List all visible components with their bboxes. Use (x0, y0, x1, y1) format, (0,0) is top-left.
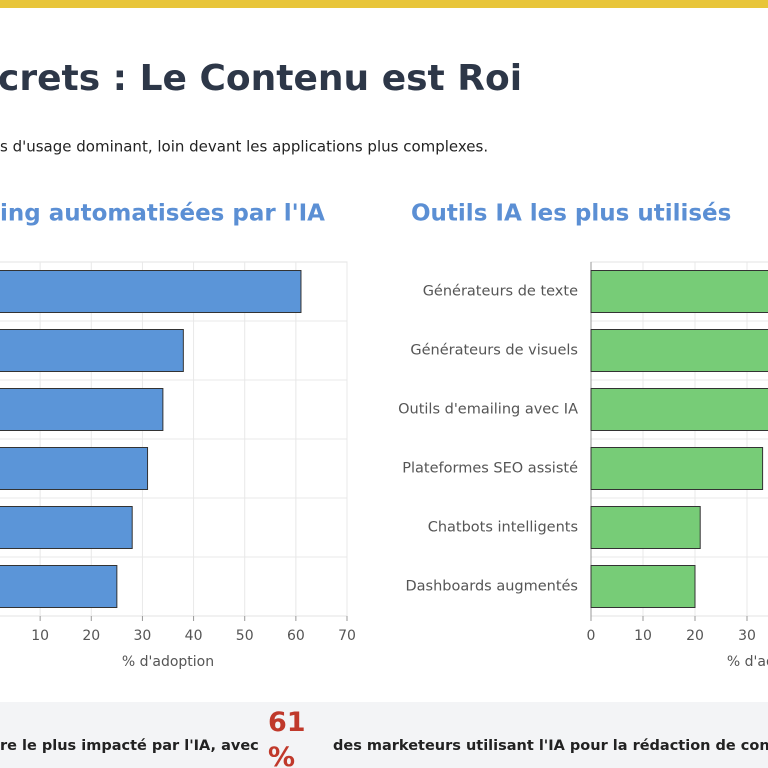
x-tick-label: 10 (634, 628, 652, 644)
x-tick-label: 0 (587, 628, 596, 644)
y-tick-label: Générateurs de texte (423, 284, 578, 300)
bar (590, 329, 768, 372)
bar (590, 270, 768, 313)
bar (0, 565, 118, 608)
y-tick-label: Plateformes SEO assisté (402, 461, 578, 477)
x-tick-label: 60 (287, 628, 305, 644)
x-tick-label: 50 (236, 628, 254, 644)
y-tick-label: Dashboards augmentés (405, 579, 578, 595)
chart-title: Outils IA les plus utilisés (411, 201, 731, 227)
bar (0, 388, 164, 431)
bar (0, 329, 184, 372)
y-tick-label: Générateurs de visuels (410, 343, 578, 359)
x-axis-label: % d'adoption (727, 654, 768, 670)
x-tick-label: 30 (134, 628, 152, 644)
chart-title: ing automatisées par l'IA (0, 201, 325, 227)
footer-band (0, 702, 768, 768)
footer-text: re le plus impacté par l'IA, avec (0, 738, 259, 754)
x-tick-label: 30 (738, 628, 756, 644)
y-tick-label: Outils d'emailing avec IA (398, 402, 578, 418)
bar (0, 506, 133, 549)
y-tick-label: Chatbots intelligents (428, 520, 578, 536)
x-axis-label: % d'adoption (122, 654, 214, 670)
bar (0, 447, 149, 490)
bar (590, 447, 764, 490)
bar (590, 506, 701, 549)
bar (590, 388, 768, 431)
top-band (0, 0, 768, 8)
x-tick-label: 10 (31, 628, 49, 644)
x-tick-label: 70 (338, 628, 356, 644)
x-tick-label: 20 (82, 628, 100, 644)
x-tick-label: 20 (686, 628, 704, 644)
bar (590, 565, 696, 608)
subtitle: s d'usage dominant, loin devant les appl… (0, 138, 488, 156)
page-title: crets : Le Contenu est Roi (0, 58, 522, 99)
footer-stat: 61% (268, 707, 306, 768)
bar (0, 270, 302, 313)
footer-text: des marketeurs utilisant l'IA pour la ré… (333, 738, 768, 754)
x-tick-label: 40 (185, 628, 203, 644)
